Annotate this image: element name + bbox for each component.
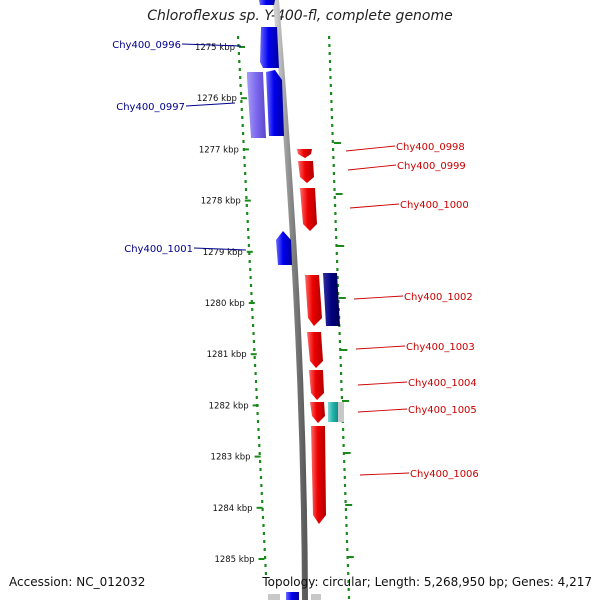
gene-arrow-chy400-1002-dark — [323, 273, 340, 326]
leader-line — [355, 345, 406, 350]
right-ruler-tick — [346, 556, 354, 558]
gene-label-right[interactable]: Chy400_0998 — [396, 142, 465, 153]
scale-tick-mark — [254, 455, 261, 458]
gene-arrow-chy400-1004 — [309, 370, 324, 400]
scale-tick-mark — [250, 353, 257, 356]
scale-tick-mark — [242, 148, 249, 151]
gene-arrow-chy400-1002 — [305, 275, 322, 326]
scale-tick-label: 1284 kbp — [213, 504, 253, 514]
leader-line — [349, 203, 400, 209]
gene-arrow-chy400-0998 — [297, 149, 312, 158]
dotted-rulers — [237, 36, 351, 599]
label-leader-lines: Chy400_0996 Chy400_0997 Chy400_1001 Chy400_… — [112, 40, 479, 480]
gene-arrow-chy400-0999 — [298, 161, 314, 183]
scale-tick-label: 1280 kbp — [205, 299, 245, 309]
scale-tick-mark — [239, 46, 245, 48]
scale-tick-label: 1276 kbp — [197, 94, 237, 104]
right-ruler-tick — [338, 297, 346, 299]
leader-line — [185, 102, 236, 107]
scale-tick-mark — [248, 302, 255, 304]
gene-arrow-chy400-1001 — [276, 231, 292, 265]
right-ruler-tick — [342, 400, 349, 402]
gene-arrow-top-clip — [259, 0, 275, 5]
scale-tick-label: 1283 kbp — [211, 453, 251, 463]
right-ruler-tick — [343, 452, 351, 454]
gene-label-left[interactable]: Chy400_0997 — [116, 102, 185, 113]
scale-tick-label: 1285 kbp — [214, 555, 254, 565]
gene-arrow-chy400-0997 — [266, 70, 284, 136]
right-ruler-tick — [340, 349, 348, 351]
gene-block-chy400-1005-teal — [328, 402, 338, 422]
gene-block-bottom-blue — [286, 592, 299, 600]
right-ruler-tick — [334, 142, 341, 144]
genome-title: Chloroflexus sp. Y-400-fl, complete geno… — [147, 8, 453, 24]
scale-tick-mark — [258, 558, 265, 560]
leader-line — [357, 381, 408, 386]
gene-label-right[interactable]: Chy400_0999 — [397, 161, 466, 172]
scale-tick-label: 1278 kbp — [201, 197, 241, 207]
gene-label-right[interactable]: Chy400_1006 — [410, 469, 479, 480]
scale-tick-label: 1281 kbp — [207, 350, 247, 360]
scale-tick-label: 1282 kbp — [209, 401, 249, 411]
gene-features — [247, 0, 344, 600]
leader-line — [193, 247, 247, 251]
gene-block-bottom-grey2 — [311, 594, 321, 600]
scale-tick-label: 1277 kbp — [199, 145, 239, 155]
leader-line — [345, 145, 396, 152]
scale-tick-label: 1275 kbp — [195, 43, 235, 53]
left-ruler-dots — [237, 36, 267, 575]
scale-tick-label: 1279 kbp — [203, 248, 243, 258]
genome-info-text: Topology: circular; Length: 5,268,950 bp… — [262, 575, 592, 589]
gene-label-right[interactable]: Chy400_1004 — [408, 378, 477, 389]
scale-ticks: 1275 kbp 1276 kbp 1277 kbp 1278 kbp 1279 kbp… — [195, 43, 354, 565]
gene-arrow-chy400-1006 — [311, 426, 326, 524]
scale-tick-mark — [256, 506, 263, 509]
gene-label-right[interactable]: Chy400_1000 — [400, 200, 469, 211]
leader-line — [181, 43, 242, 47]
scale-tick-mark — [244, 199, 251, 202]
scale-tick-mark — [252, 404, 259, 407]
right-ruler-tick — [335, 193, 343, 195]
right-ruler-tick — [345, 504, 353, 506]
gene-label-right[interactable]: Chy400_1003 — [406, 342, 475, 353]
leader-line — [353, 295, 404, 300]
gene-block-chy400-1005-grey — [338, 402, 344, 422]
gene-label-left[interactable]: Chy400_0996 — [112, 40, 181, 51]
gene-arrow-chy400-1005-red — [310, 402, 325, 423]
gene-label-right[interactable]: Chy400_1002 — [404, 292, 473, 303]
scale-tick-mark — [240, 97, 247, 100]
genome-backbone — [273, 0, 308, 600]
gene-label-left[interactable]: Chy400_1001 — [124, 244, 193, 255]
gene-label-right[interactable]: Chy400_1005 — [408, 405, 477, 416]
scale-tick-mark — [246, 250, 253, 253]
leader-line — [347, 164, 397, 171]
accession-text: Accession: NC_012032 — [9, 575, 146, 589]
gene-block-bottom-grey — [268, 594, 280, 600]
gene-arrow-chy400-1003 — [307, 332, 323, 368]
gene-arrow-chy400-1000 — [300, 188, 317, 231]
gene-arrow-chy400-0996 — [260, 27, 279, 68]
leader-line — [357, 408, 408, 413]
gene-arrow-chy400-0997-lavender — [247, 72, 266, 138]
right-ruler-tick — [337, 245, 345, 247]
leader-line — [359, 472, 410, 476]
